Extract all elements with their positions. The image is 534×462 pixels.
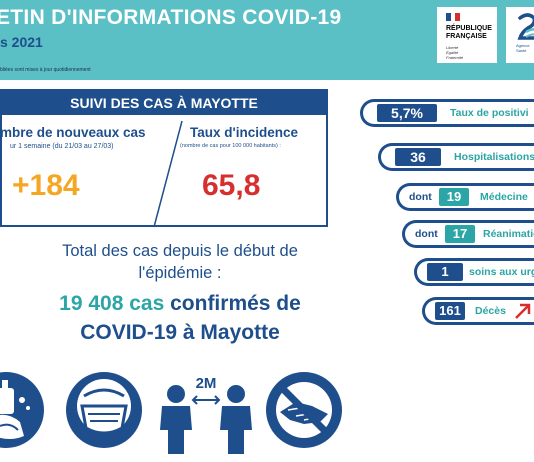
urgences-label: soins aux urge xyxy=(469,266,534,278)
indicator-reanimation: dont 17 Réanimatio xyxy=(402,220,534,248)
ars-agence-text: Agence xyxy=(516,43,530,48)
total-line-4: COVID-19 à Mayotte xyxy=(80,321,280,344)
gestures-icons-row: 2M xyxy=(0,372,342,454)
hand-wash-icon xyxy=(0,372,44,448)
incidence-note: (nombre de cas pour 100 000 habitants) : xyxy=(180,143,281,149)
total-confirmed: confirmés de xyxy=(170,292,301,315)
trend-up-arrow-icon xyxy=(515,303,531,319)
header-banner: ETIN D'INFORMATIONS COVID-19 s 2021 blié… xyxy=(0,0,534,80)
hospitalisations-label: Hospitalisations xyxy=(454,151,534,163)
no-handshake-icon xyxy=(266,372,342,448)
indicator-urgences: 1 soins aux urge xyxy=(414,258,534,286)
total-intro: Total des cas depuis le début de l'épidé… xyxy=(0,240,360,284)
hospitalisations-value: 36 xyxy=(395,148,441,166)
motto-egalite: Égalité xyxy=(446,50,459,55)
reanimation-value: 17 xyxy=(445,225,475,243)
total-line-1: Total des cas depuis le début de xyxy=(62,242,298,260)
ars-logo: Agence Santé xyxy=(506,7,534,63)
bulletin-title: ETIN D'INFORMATIONS COVID-19 xyxy=(0,6,342,29)
francaise-text: FRANÇAISE xyxy=(446,33,487,40)
new-cases-value: +184 xyxy=(12,169,80,202)
republique-text: RÉPUBLIQUE xyxy=(446,25,492,32)
medecine-value: 19 xyxy=(439,188,469,206)
update-note: bliées sont mises à jour quotidiennement xyxy=(0,67,91,73)
indicator-positivite: 5,7% Taux de positivi xyxy=(360,99,534,127)
republique-francaise-logo: RÉPUBLIQUE FRANÇAISE Liberté Égalité Fra… xyxy=(437,7,497,63)
new-cases-label: mbre de nouveaux cas xyxy=(0,125,146,140)
indicator-hospitalisations: 36 Hospitalisations xyxy=(378,143,534,171)
reanimation-label: Réanimatio xyxy=(483,228,534,240)
bulletin-date: s 2021 xyxy=(0,34,43,50)
social-distance-icon: 2M xyxy=(160,375,252,454)
incidence-value: 65,8 xyxy=(202,169,261,202)
motto-liberte: Liberté xyxy=(446,45,459,50)
total-count: 19 408 cas xyxy=(59,292,165,315)
french-flag-icon xyxy=(446,13,460,21)
ars-sante-text: Santé xyxy=(516,48,527,53)
deces-value: 161 xyxy=(435,302,465,320)
incidence-label: Taux d'incidence xyxy=(190,125,298,140)
urgences-value: 1 xyxy=(427,263,463,281)
medecine-dont: dont xyxy=(409,191,432,203)
suivi-title: SUIVI DES CAS À MAYOTTE xyxy=(2,91,326,115)
motto-fraternite: Fraternité xyxy=(446,55,464,60)
medecine-label: Médecine xyxy=(480,191,528,203)
indicator-medecine: dont 19 Médecine xyxy=(396,183,534,211)
panel-divider xyxy=(153,120,183,228)
total-line-2: l'épidémie : xyxy=(138,264,222,282)
positivite-label: Taux de positivi xyxy=(450,107,529,119)
face-mask-icon xyxy=(66,372,142,448)
ars-wave-icon xyxy=(517,13,534,40)
new-cases-period: ur 1 semaine (du 21/03 au 27/03) xyxy=(10,143,114,150)
deces-label: Décès xyxy=(475,305,506,317)
distance-label: 2M xyxy=(196,375,217,392)
reanimation-dont: dont xyxy=(415,228,438,240)
suivi-cas-panel: SUIVI DES CAS À MAYOTTE mbre de nouveaux… xyxy=(0,89,328,228)
positivite-value: 5,7% xyxy=(377,104,437,122)
total-cases: 19 408 cas confirmés de COVID-19 à Mayot… xyxy=(0,289,360,347)
indicator-deces: 161 Décès xyxy=(422,297,534,325)
